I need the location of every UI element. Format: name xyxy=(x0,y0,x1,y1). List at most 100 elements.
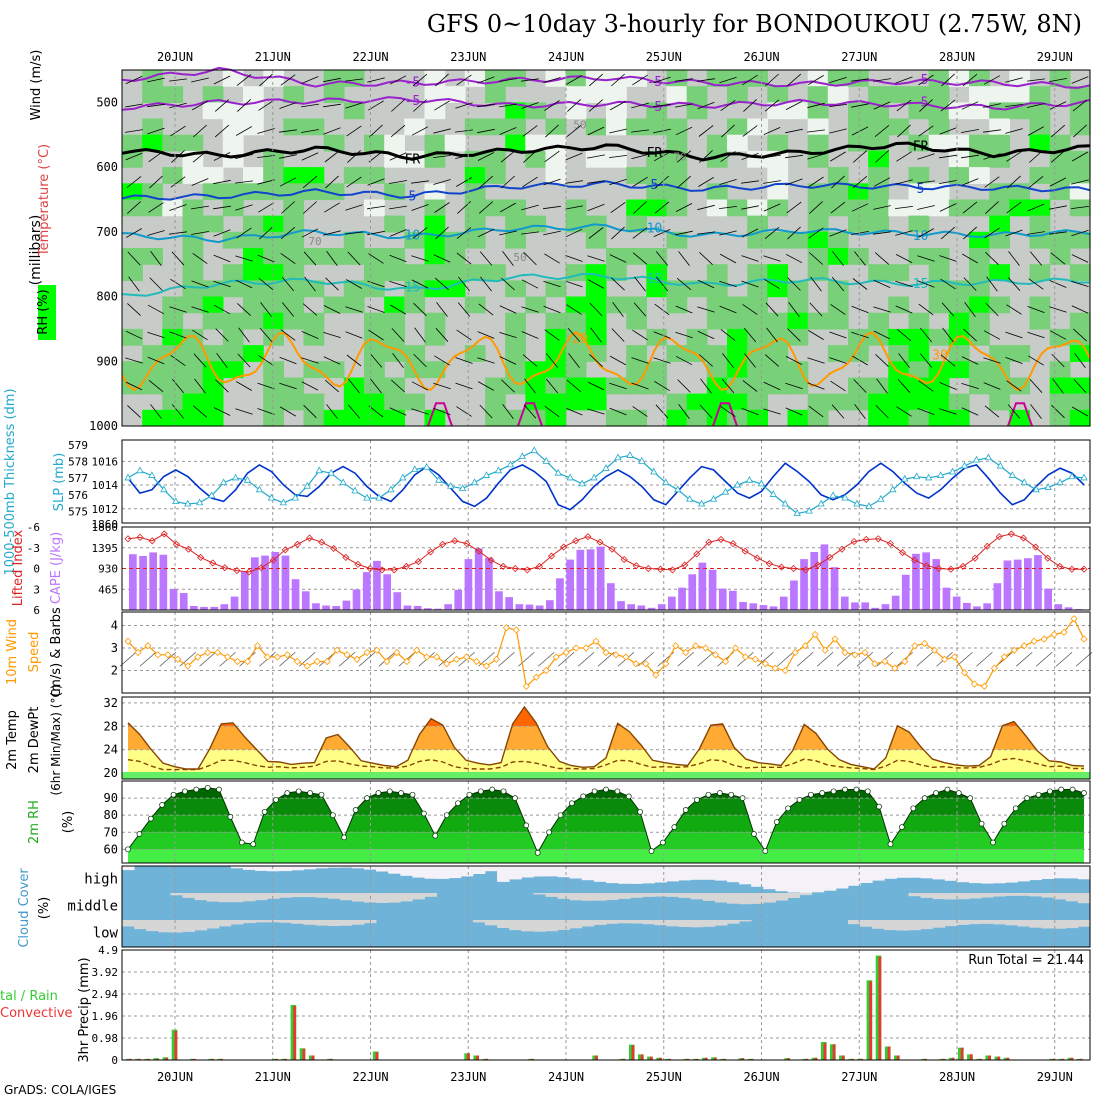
wind-barb xyxy=(962,201,978,214)
rh-cell xyxy=(868,167,889,184)
date-tick-bottom: 22JUN xyxy=(352,1070,388,1084)
cape-bar xyxy=(312,603,320,610)
rh-cell xyxy=(989,377,1010,395)
cloud-gap xyxy=(920,866,934,879)
rh-cell xyxy=(969,296,990,314)
wind-barb xyxy=(634,276,646,292)
rh-cell xyxy=(424,215,446,233)
wind-speed-marker xyxy=(572,644,580,652)
rh-cell xyxy=(545,167,567,184)
cloud-gap xyxy=(497,866,510,882)
slp-marker xyxy=(255,485,264,493)
wind-speed-marker xyxy=(682,648,690,657)
rh-marker xyxy=(216,786,222,793)
rh-cell xyxy=(182,248,204,265)
wind-barb xyxy=(235,204,253,211)
rh-cell xyxy=(908,102,930,120)
wind-barb xyxy=(477,381,495,391)
rh-cell xyxy=(646,248,668,265)
cloud-gap xyxy=(255,866,268,871)
rh-cell xyxy=(969,134,990,152)
pressure-tick: 600 xyxy=(96,160,118,174)
rh-cell xyxy=(747,409,768,427)
cloud-gap xyxy=(376,893,389,903)
rh-cell xyxy=(585,231,607,249)
wind-barb xyxy=(1029,251,1043,266)
rh-cell xyxy=(767,183,789,201)
wind-barb xyxy=(325,175,339,189)
rh-cell xyxy=(928,118,950,136)
wind-barb xyxy=(653,128,671,134)
rh-cell xyxy=(827,393,849,411)
wind-barb xyxy=(524,378,536,394)
wind-barb xyxy=(391,328,405,342)
rh-marker xyxy=(273,796,279,803)
rh-marker xyxy=(990,839,996,846)
wind-barb xyxy=(675,78,693,82)
cloud-gap xyxy=(521,920,534,932)
lifted-index-marker xyxy=(947,565,955,573)
slp-marker xyxy=(913,472,921,480)
rh-cell xyxy=(1049,361,1071,379)
cloud-gap xyxy=(884,866,897,879)
precip-convective-bar xyxy=(375,1052,379,1060)
wind-barb xyxy=(213,152,231,161)
cloud-gap xyxy=(569,866,583,879)
lifted-index-marker xyxy=(354,560,362,568)
wind-barb xyxy=(523,150,537,163)
wind-speed-marker xyxy=(323,657,331,666)
wind-barb xyxy=(588,227,604,239)
rh-cell xyxy=(948,150,970,168)
slp-marker xyxy=(650,467,658,475)
rh-cell xyxy=(1049,393,1071,411)
rh-cell xyxy=(243,167,264,184)
wind-barb xyxy=(1049,101,1067,110)
rh-cell xyxy=(142,199,163,217)
wind-barb xyxy=(785,253,803,264)
lifted-index-marker xyxy=(184,545,193,553)
wind-speed-marker xyxy=(1000,653,1008,661)
cloud-gap xyxy=(654,866,667,883)
rh-marker xyxy=(842,786,848,793)
rh-cell xyxy=(626,248,647,265)
rh-cell xyxy=(525,377,547,395)
wind-barb xyxy=(895,230,913,236)
rh-cell xyxy=(283,393,305,411)
rh-cell xyxy=(827,280,849,298)
cape-bar xyxy=(759,605,768,610)
pressure-tick: 900 xyxy=(96,354,118,368)
rh-cell xyxy=(928,361,950,379)
wind-axis-label-2: Speed xyxy=(27,632,42,673)
cloud-gap xyxy=(848,920,861,925)
rh-cell xyxy=(666,118,688,136)
wind-barb xyxy=(258,202,274,213)
wind-barb xyxy=(303,404,317,419)
rh-cell xyxy=(888,409,910,427)
surface-wind-barb xyxy=(597,651,615,667)
wind-speed-marker xyxy=(751,655,759,663)
rh-cell xyxy=(364,377,385,395)
rh-cell xyxy=(787,296,809,314)
wind-barb xyxy=(169,204,187,211)
lifted-index-marker xyxy=(402,562,410,570)
cloud-gap xyxy=(581,920,595,927)
cloud-gap xyxy=(993,920,1006,925)
wind-barb xyxy=(433,179,451,185)
cloud-gap xyxy=(581,866,595,881)
rh-cell xyxy=(626,409,647,427)
wind-barb xyxy=(477,331,495,339)
rh-marker xyxy=(751,831,757,837)
rh-cell xyxy=(384,215,405,233)
wind-barb xyxy=(612,302,624,317)
precip-convective-bar xyxy=(787,1058,790,1060)
rh-cell xyxy=(243,312,264,330)
wind-barb xyxy=(170,176,186,188)
wind-barb xyxy=(851,78,869,82)
wind-barb xyxy=(545,378,559,394)
rh-cell xyxy=(1049,183,1071,201)
surface-wind-barb xyxy=(1015,651,1033,667)
wind-barb xyxy=(544,329,560,341)
cape-bar xyxy=(556,578,564,610)
rh-contour-label: 70 xyxy=(308,235,321,248)
cape-bar xyxy=(1034,555,1042,610)
